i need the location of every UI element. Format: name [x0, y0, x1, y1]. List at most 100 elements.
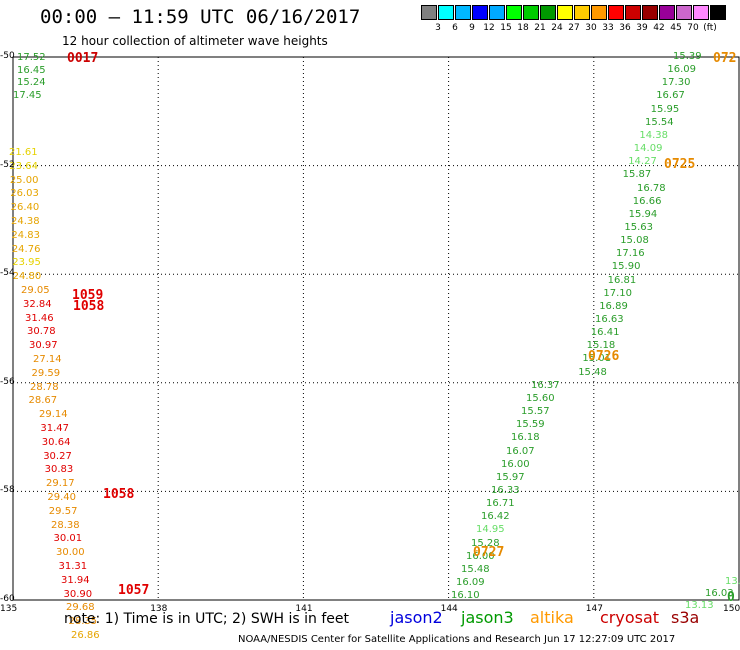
wave-height-value: 28.35 — [68, 616, 98, 628]
wave-height-value: 15.24 — [17, 77, 46, 89]
pass-time-label: 1057 — [118, 583, 150, 598]
legend-swatch — [472, 5, 488, 20]
wave-height-value: 31.46 — [25, 312, 54, 324]
legend-label: 15 — [500, 23, 512, 33]
wave-height-value: 15.63 — [624, 221, 654, 233]
wave-height-value: 28.38 — [51, 519, 80, 531]
wave-height-value: 32.84 — [23, 298, 52, 310]
legend-label: 42 — [653, 23, 665, 33]
wave-height-value: 16.37 — [531, 379, 560, 391]
wave-height-value: 24.38 — [11, 216, 40, 227]
wave-height-value: 15.59 — [516, 419, 545, 431]
longitude-label: 138 — [150, 604, 168, 614]
wave-height-value: 30.27 — [43, 450, 72, 462]
wave-height-value: 23.95 — [12, 257, 41, 269]
wave-height-value: 24.83 — [11, 229, 41, 241]
legend-label: 36 — [619, 23, 631, 33]
wave-height-value: 16.03 — [705, 588, 734, 599]
page-title: 00:00 – 11:59 UTC 06/16/2017 — [40, 6, 361, 28]
legend-label: 6 — [452, 23, 458, 33]
satellite-name: altika — [530, 608, 574, 627]
wave-height-value: 29.40 — [47, 492, 77, 503]
wave-height-value: 31.47 — [40, 423, 70, 434]
satellite-name: s3a — [671, 608, 700, 627]
legend-swatch — [540, 5, 556, 20]
wave-height-value: 16.78 — [637, 182, 666, 194]
wave-height-value: 30.01 — [53, 533, 83, 545]
wave-height-value: 15.48 — [578, 366, 607, 378]
wave-height-value: 31.94 — [61, 574, 90, 586]
longitude-label: 144 — [440, 604, 458, 614]
legend-label: 39 — [636, 23, 648, 33]
wave-height-value: 29.14 — [39, 409, 68, 421]
page-subtitle: 12 hour collection of altimeter wave hei… — [62, 34, 328, 48]
legend-swatch — [506, 5, 522, 20]
wave-height-value: 29.59 — [31, 367, 61, 379]
wave-height-value: 16.00 — [466, 550, 495, 562]
legend-swatch — [523, 5, 539, 20]
wave-height-value: 30.00 — [56, 547, 85, 559]
legend-label: 9 — [469, 23, 475, 33]
wave-height-value: 30.64 — [41, 436, 71, 448]
wave-height-value: 29.57 — [48, 505, 78, 517]
legend-swatch — [642, 5, 658, 20]
wave-height-value: 16.66 — [632, 195, 662, 207]
legend-swatch — [710, 5, 726, 20]
map-frame — [12, 56, 740, 601]
wave-height-value: 23.64 — [9, 160, 39, 172]
wave-height-value: 24.80 — [12, 271, 42, 283]
wave-height-value: 24.76 — [11, 243, 41, 255]
wave-height-value: 17.30 — [661, 77, 691, 89]
legend-label: 12 — [483, 23, 495, 33]
wave-height-value: 29.05 — [21, 285, 50, 296]
wave-height-value: 16.63 — [595, 314, 624, 325]
pass-time-label: 0 — [727, 590, 735, 605]
wave-height-value: 15.48 — [461, 563, 490, 575]
wave-height-value: 16.09 — [456, 577, 485, 588]
legend-swatch — [455, 5, 471, 20]
satellite-name: jason2 — [390, 608, 443, 627]
wave-height-value: 15.97 — [496, 471, 525, 483]
wave-height-value: 16.18 — [511, 432, 540, 444]
wave-height-value: 29.68 — [66, 602, 95, 614]
wave-height-value: 30.90 — [63, 588, 93, 600]
wave-height-value: 13.13 — [685, 600, 714, 611]
legend-label: 30 — [585, 23, 597, 33]
wave-height-value: 26.40 — [10, 202, 40, 214]
latitude-label: -60 — [0, 594, 15, 604]
wave-height-value: 16.81 — [607, 274, 637, 286]
wave-height-value: 16.45 — [17, 64, 46, 76]
wave-height-value: 27.14 — [33, 354, 62, 365]
legend-swatch — [438, 5, 454, 20]
wave-height-value: 21.61 — [9, 147, 38, 158]
wave-height-value: 13.7 — [725, 576, 740, 587]
pass-time-label: 1059 — [72, 288, 104, 303]
wave-height-value: 14.27 — [628, 156, 657, 168]
wave-height-value: 15.39 — [673, 51, 702, 62]
wave-height-value: 15.60 — [526, 392, 555, 404]
wave-height-value: 14.09 — [633, 143, 663, 155]
wave-height-value: 16.09 — [667, 64, 697, 76]
pass-time-label: 0725 — [664, 157, 696, 172]
legend-swatch — [591, 5, 607, 20]
wave-height-value: 26.86 — [71, 630, 100, 641]
legend-swatch — [574, 5, 590, 20]
longitude-label: 141 — [295, 604, 313, 614]
wave-height-value: 17.45 — [13, 90, 42, 102]
wave-height-value: 28.78 — [30, 381, 59, 393]
credit-line: NOAA/NESDIS Center for Satellite Applica… — [238, 634, 676, 645]
wave-height-value: 15.18 — [586, 340, 616, 352]
wave-height-value: 15.90 — [611, 261, 641, 273]
longitude-label: 147 — [585, 604, 603, 614]
wave-height-value: 15.28 — [471, 537, 500, 549]
wave-height-value: 16.33 — [491, 484, 520, 496]
wave-height-value: 14.95 — [476, 524, 505, 536]
wave-height-value: 15.01 — [582, 353, 612, 365]
legend-label: 24 — [551, 23, 563, 33]
pass-time-label: 072 — [713, 51, 737, 66]
legend-swatch — [557, 5, 573, 20]
satellite-name: jason3 — [461, 608, 514, 627]
wave-height-value: 30.97 — [29, 340, 58, 352]
wave-height-value: 15.87 — [622, 169, 652, 181]
latitude-label: -50 — [0, 51, 15, 61]
